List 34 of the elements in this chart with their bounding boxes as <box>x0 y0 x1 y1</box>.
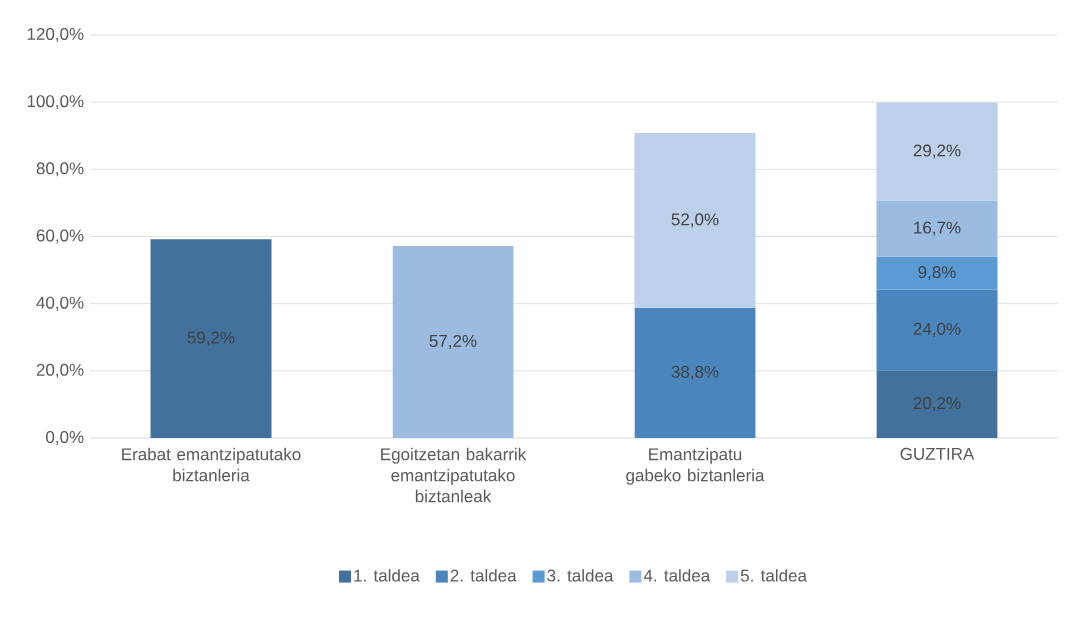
legend-label: 3. taldea <box>547 569 614 582</box>
bar <box>876 200 998 257</box>
legend-label: 1. taldea <box>354 569 420 582</box>
bar <box>876 102 998 201</box>
y-tick-label: 120,0% <box>27 27 84 43</box>
legend-label: 5. taldea <box>740 569 807 582</box>
bar <box>876 289 998 371</box>
data-label: 29,2% <box>913 144 961 159</box>
y-tick-label: 60,0% <box>36 229 84 244</box>
bar <box>150 239 272 438</box>
y-tick-label: 20,0% <box>36 363 84 378</box>
data-label: 20,2% <box>913 397 961 412</box>
bar <box>634 307 756 438</box>
y-tick-label: 40,0% <box>36 296 84 311</box>
y-tick-label: 0,0% <box>46 430 84 446</box>
data-label: 59,2% <box>187 331 235 346</box>
legend-label: 4. taldea <box>643 569 711 582</box>
data-label: 57,2% <box>429 334 477 349</box>
legend-label: 2. taldea <box>450 569 517 582</box>
bar <box>876 256 998 290</box>
y-tick-label: 80,0% <box>36 162 84 177</box>
bar <box>876 370 998 438</box>
y-tick-label: 100,0% <box>27 95 84 110</box>
data-label: 9,8% <box>918 266 956 281</box>
data-label: 52,0% <box>671 213 719 228</box>
data-label: 16,7% <box>914 221 961 236</box>
x-tick-label: Erabat emantzipatutako biztanleria <box>122 447 301 482</box>
x-tick-label: Emantzipatu gabeko biztanleria <box>626 447 765 485</box>
x-tick-label: GUZTIRA <box>900 447 975 460</box>
x-tick-label: Egoitzetan bakarrik emantzipatutako biztanleak <box>381 447 527 503</box>
data-label: 24,0% <box>913 322 961 337</box>
data-label: 38,8% <box>671 365 719 380</box>
bar <box>634 133 756 308</box>
bar <box>392 245 514 438</box>
